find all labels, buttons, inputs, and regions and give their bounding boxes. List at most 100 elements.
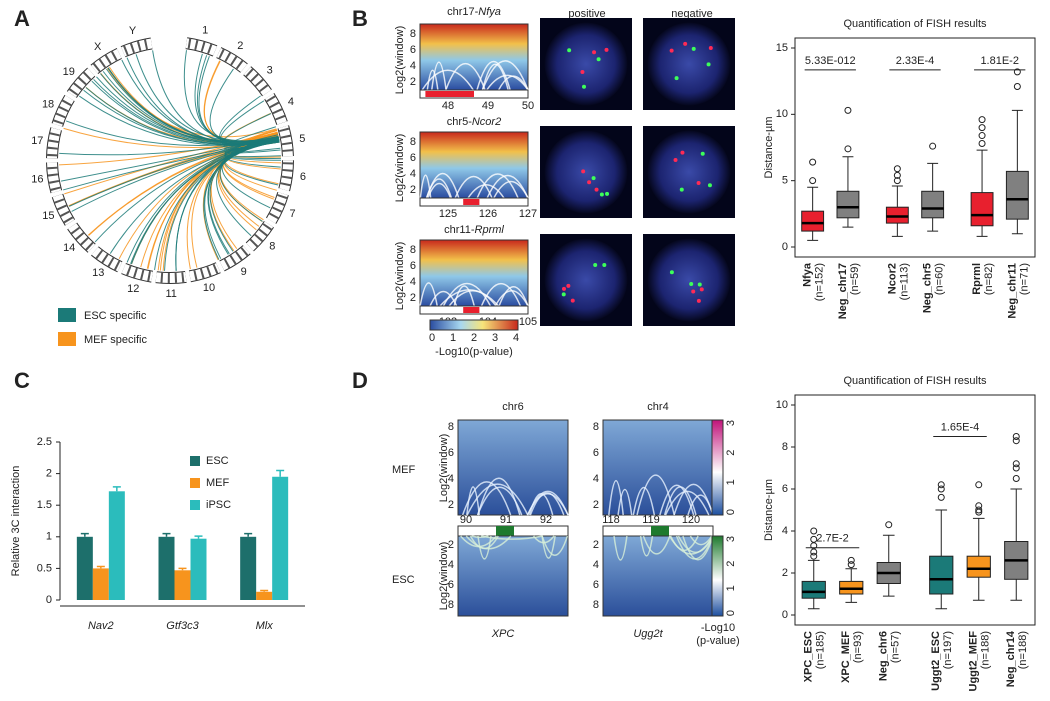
y-axis-label: Log2(window)	[394, 26, 406, 94]
y-tick-label: 6	[410, 260, 416, 272]
panel-label: A	[14, 6, 30, 31]
legend-swatch	[58, 308, 76, 322]
colorbar-tick: 2	[725, 450, 737, 456]
chromosome	[121, 38, 153, 57]
chromosome-band	[123, 38, 151, 56]
y-axis-label: Log2(window)	[394, 134, 406, 202]
legend-swatch	[190, 456, 200, 466]
bar	[76, 536, 93, 600]
n-label: (n=57)	[890, 631, 902, 663]
n-label: (n=188)	[980, 631, 992, 669]
outlier	[978, 132, 986, 140]
row-label: MEF	[392, 464, 416, 476]
p-value: 5.33E-012	[805, 55, 856, 67]
heatmap-arc	[498, 286, 529, 307]
fish-spot	[567, 48, 572, 53]
colorbar-tick: 4	[513, 332, 519, 344]
fish-spot	[689, 282, 694, 287]
x-tick-label: Neg_chr14	[1005, 630, 1017, 687]
fish-spot	[697, 282, 702, 287]
whisker	[972, 577, 985, 601]
y-tick-label: 4	[448, 559, 454, 571]
y-tick-label: 4	[593, 473, 599, 485]
chromosome-band	[92, 49, 120, 73]
chromosome-label: 14	[63, 242, 75, 254]
chromosome-label: 17	[31, 135, 43, 147]
x-tick-label: Ncor2	[886, 263, 898, 294]
column-header: chr4	[647, 401, 668, 413]
chromosome-band	[267, 194, 288, 222]
plot-frame	[794, 394, 1036, 626]
error-bar	[80, 532, 89, 537]
chromosome	[216, 48, 248, 73]
fish-spot	[581, 169, 586, 174]
chromosome-band	[218, 48, 246, 71]
whisker	[976, 225, 988, 237]
y-tick-label: 2.5	[37, 436, 52, 448]
y-tick-label: 8	[782, 441, 788, 453]
chromosome-band	[69, 224, 94, 251]
fish-spot	[599, 192, 604, 197]
y-tick-label: 6	[782, 483, 788, 495]
box	[929, 555, 954, 595]
legend-swatch	[190, 500, 200, 510]
chromosome-band	[278, 127, 293, 155]
x-tick-label: 118	[602, 514, 620, 526]
heatmap-arc	[493, 180, 529, 199]
chromosome-band	[187, 38, 215, 55]
column-header: chr6	[502, 401, 523, 413]
chromosome-band	[47, 164, 61, 191]
x-tick-label: Nfya	[802, 262, 814, 287]
fish-spot	[707, 183, 712, 188]
error-bar	[194, 535, 203, 539]
bar	[256, 591, 273, 600]
heatmap	[602, 419, 714, 516]
y-tick-label: 10	[776, 108, 788, 120]
outlier	[975, 481, 983, 489]
chord	[164, 139, 280, 271]
n-label: (n=188)	[1017, 631, 1029, 669]
column-header: negative	[671, 8, 713, 20]
chromosome	[52, 95, 74, 127]
colorbar-tick: 1	[725, 479, 737, 485]
y-tick-label: 4	[410, 60, 416, 72]
bar	[272, 476, 289, 600]
heatmap-arc	[467, 183, 505, 199]
whisker	[1011, 109, 1023, 172]
outlier	[844, 145, 852, 153]
y-axis-label: Distance-µm	[763, 479, 775, 541]
heatmap	[419, 131, 529, 199]
heatmap-arc	[445, 62, 486, 91]
whisker	[1010, 488, 1023, 542]
p-value: 1.65E-4	[941, 421, 980, 433]
colorbar-tick: 2	[725, 561, 737, 567]
heatmap-arc	[476, 173, 519, 199]
y-tick-label: 4	[593, 559, 599, 571]
error-bar	[276, 469, 285, 477]
whisker	[935, 594, 948, 610]
bar	[174, 570, 191, 600]
y-axis-label: Distance-µm	[763, 117, 775, 179]
region	[651, 526, 669, 536]
y-tick-label: 0	[782, 609, 788, 621]
y-tick-label: 4	[410, 276, 416, 288]
y-tick-label: 2	[448, 499, 454, 511]
box	[921, 190, 945, 219]
heatmap-arc	[481, 60, 529, 91]
chromosome	[155, 271, 187, 283]
heatmap-arc	[682, 535, 714, 561]
whisker	[807, 559, 820, 582]
box	[885, 206, 909, 224]
heatmap-arc	[454, 175, 493, 199]
colorbar-tick: 2	[471, 332, 477, 344]
x-tick-label: Uggt2_ESC	[930, 631, 942, 691]
outlier	[810, 552, 818, 560]
heatmap	[602, 535, 714, 617]
x-tick-label: 105	[519, 316, 537, 328]
n-label: (n=152)	[814, 263, 826, 301]
fish-spot	[581, 84, 586, 89]
p-value: 2.33E-4	[896, 55, 935, 67]
y-tick-label: 8	[593, 599, 599, 611]
colorbar-tick: 1	[725, 585, 737, 591]
whisker	[882, 534, 895, 563]
